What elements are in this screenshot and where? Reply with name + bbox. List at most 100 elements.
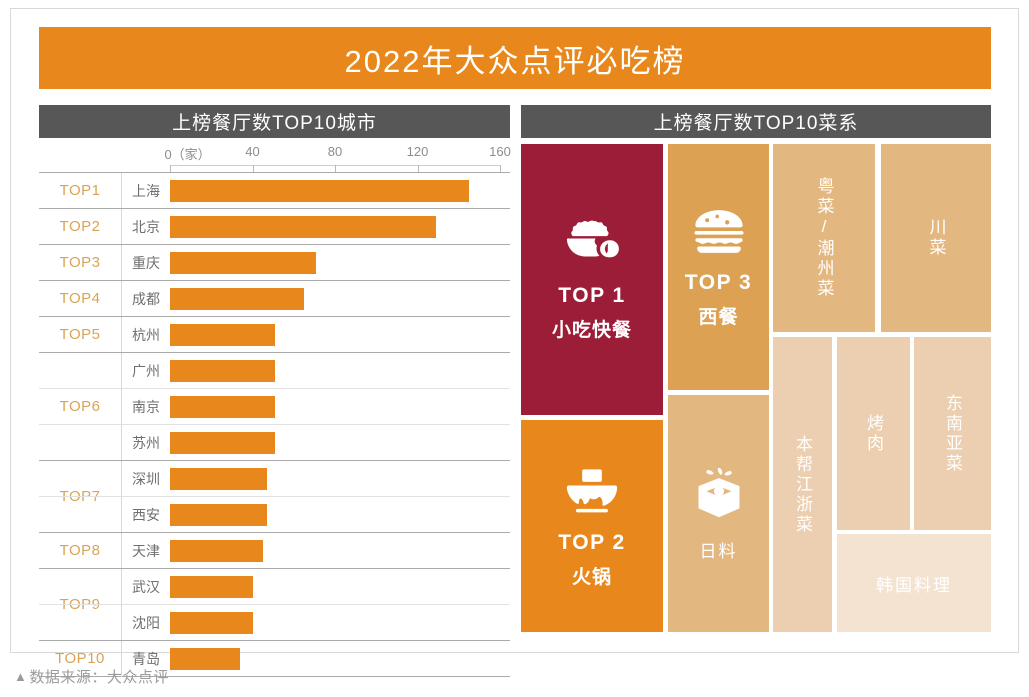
bar <box>170 179 470 202</box>
table-row: 沈阳 <box>39 604 510 641</box>
page-title: 2022年大众点评必吃榜 <box>344 43 686 79</box>
bar <box>170 395 276 418</box>
rice-bowl-icon <box>563 217 621 274</box>
axis-tick-label: 0（家） <box>164 147 211 162</box>
table-row: TOP5 杭州 <box>39 316 510 353</box>
table-row: TOP1 上海 <box>39 172 510 209</box>
bar <box>170 467 267 490</box>
hotpot-icon <box>563 464 621 521</box>
table-row: 苏州 <box>39 424 510 461</box>
table-row: TOP9 武汉 <box>39 568 510 613</box>
rank-label: TOP1 <box>59 182 101 199</box>
bar-cell <box>170 569 510 605</box>
axis-tick-mark <box>170 165 171 172</box>
bar <box>170 359 276 382</box>
city-label: 西安 <box>121 496 170 533</box>
city-label: 沈阳 <box>121 604 170 641</box>
bar <box>170 323 276 346</box>
bar <box>170 647 241 670</box>
treemap-tile: TOP 1 小吃快餐 <box>521 144 663 415</box>
rank-label: TOP2 <box>59 218 101 235</box>
table-row: 南京 <box>39 388 510 425</box>
city-label: 青岛 <box>121 640 170 677</box>
treemap-tile: TOP 3 西餐 <box>668 144 769 390</box>
triangle-marker-icon: ▲ <box>14 669 28 684</box>
rank-label: TOP4 <box>59 290 101 307</box>
table-row: TOP3 重庆 <box>39 244 510 281</box>
treemap-tile-label: 火锅 <box>571 566 612 588</box>
treemap-tile-label: 西餐 <box>698 306 739 328</box>
treemap-tile: 东南亚菜 <box>914 337 991 530</box>
treemap-tile-label: 川菜 <box>926 218 946 258</box>
table-row: TOP4 成都 <box>39 280 510 317</box>
right-panel-header-label: 上榜餐厅数TOP10菜系 <box>653 113 859 134</box>
left-panel-header-label: 上榜餐厅数TOP10城市 <box>172 113 377 134</box>
source-footer: ▲ 数据来源：大众点评 <box>14 666 169 687</box>
treemap-tile-label: 韩国料理 <box>876 575 952 595</box>
treemap-tile: 日料 <box>668 395 769 632</box>
bar <box>170 539 263 562</box>
rank-label: TOP8 <box>59 542 101 559</box>
treemap-tile-rank: TOP 1 <box>558 284 626 307</box>
city-label: 深圳 <box>121 460 170 497</box>
bar-chart-axis: 0（家） 40 80 120 160 <box>39 144 511 172</box>
city-label: 南京 <box>121 388 170 425</box>
rank-label: TOP10 <box>55 650 105 667</box>
burger-icon <box>689 206 749 261</box>
treemap-tile: TOP 2 火锅 <box>521 420 663 632</box>
bar-cell <box>170 353 510 389</box>
table-row: TOP2 北京 <box>39 208 510 245</box>
bar-chart-rows: TOP1 上海 TOP2 北京 TOP3 重庆 TOP4 成都 TOP5 杭州 TOP6 广州 南京 苏州… <box>39 172 510 677</box>
axis-tick-label: 160 <box>489 144 511 159</box>
treemap-tile-label: 日料 <box>699 541 738 561</box>
rank-label: TOP3 <box>59 254 101 271</box>
city-label: 成都 <box>121 280 170 317</box>
city-label: 杭州 <box>121 316 170 353</box>
bar-cell <box>170 281 510 317</box>
bar <box>170 611 253 634</box>
bar <box>170 215 437 238</box>
rank-label: TOP5 <box>59 326 101 343</box>
city-label: 广州 <box>121 352 170 389</box>
table-row: TOP10 青岛 <box>39 640 510 677</box>
right-panel-header: 上榜餐厅数TOP10菜系 <box>521 105 991 138</box>
bar-cell <box>170 209 510 245</box>
treemap-tile-rank: TOP 3 <box>684 270 753 294</box>
bar <box>170 251 317 274</box>
table-bottom-rule <box>39 676 510 677</box>
bar-cell <box>170 497 510 533</box>
axis-tick-label: 80 <box>327 144 343 159</box>
axis-tick-mark <box>252 165 254 172</box>
bar <box>170 503 267 526</box>
axis-tick-mark <box>500 165 501 172</box>
bar <box>170 431 276 454</box>
left-panel-header: 上榜餐厅数TOP10城市 <box>39 105 510 138</box>
bar-cell <box>170 533 510 569</box>
treemap-tile-rank: TOP 2 <box>558 530 626 554</box>
sushi-box-icon <box>692 466 746 527</box>
axis-tick-label: 120 <box>406 144 429 159</box>
treemap-tile: 韩国料理 <box>837 534 991 632</box>
city-bar-chart: 0（家） 40 80 120 160 TOP1 上海 TOP2 北京 TOP3 重庆 TOP4 成都 T… <box>39 144 511 677</box>
table-row: TOP8 天津 <box>39 532 510 569</box>
title-banner: 2022年大众点评必吃榜 <box>39 27 991 89</box>
table-row: TOP7 深圳 <box>39 460 510 505</box>
treemap-tile: 粤菜/潮州菜 <box>773 144 875 332</box>
city-label: 上海 <box>121 172 170 209</box>
bar-cell <box>170 173 510 209</box>
cuisine-treemap: TOP 1 小吃快餐 TOP 2 火锅 TOP 3 西餐日料 粤菜/潮州菜 川菜本帮江浙菜 烤肉… <box>521 144 991 632</box>
city-label: 重庆 <box>121 244 170 281</box>
axis-tick-label: 40 <box>245 144 260 159</box>
treemap-tile: 烤肉 <box>837 337 910 530</box>
treemap-tile-label: 本帮江浙菜 <box>793 434 812 535</box>
city-label: 天津 <box>121 532 170 569</box>
source-text: 数据来源：大众点评 <box>29 669 169 686</box>
table-row: TOP6 广州 <box>39 352 510 415</box>
treemap-tile: 川菜 <box>881 144 991 332</box>
city-label: 武汉 <box>121 568 170 605</box>
table-row: 西安 <box>39 496 510 533</box>
axis-tick-mark <box>417 165 419 172</box>
bar-cell <box>170 641 510 677</box>
bar-cell <box>170 605 510 641</box>
treemap-tile-label: 小吃快餐 <box>551 320 632 341</box>
